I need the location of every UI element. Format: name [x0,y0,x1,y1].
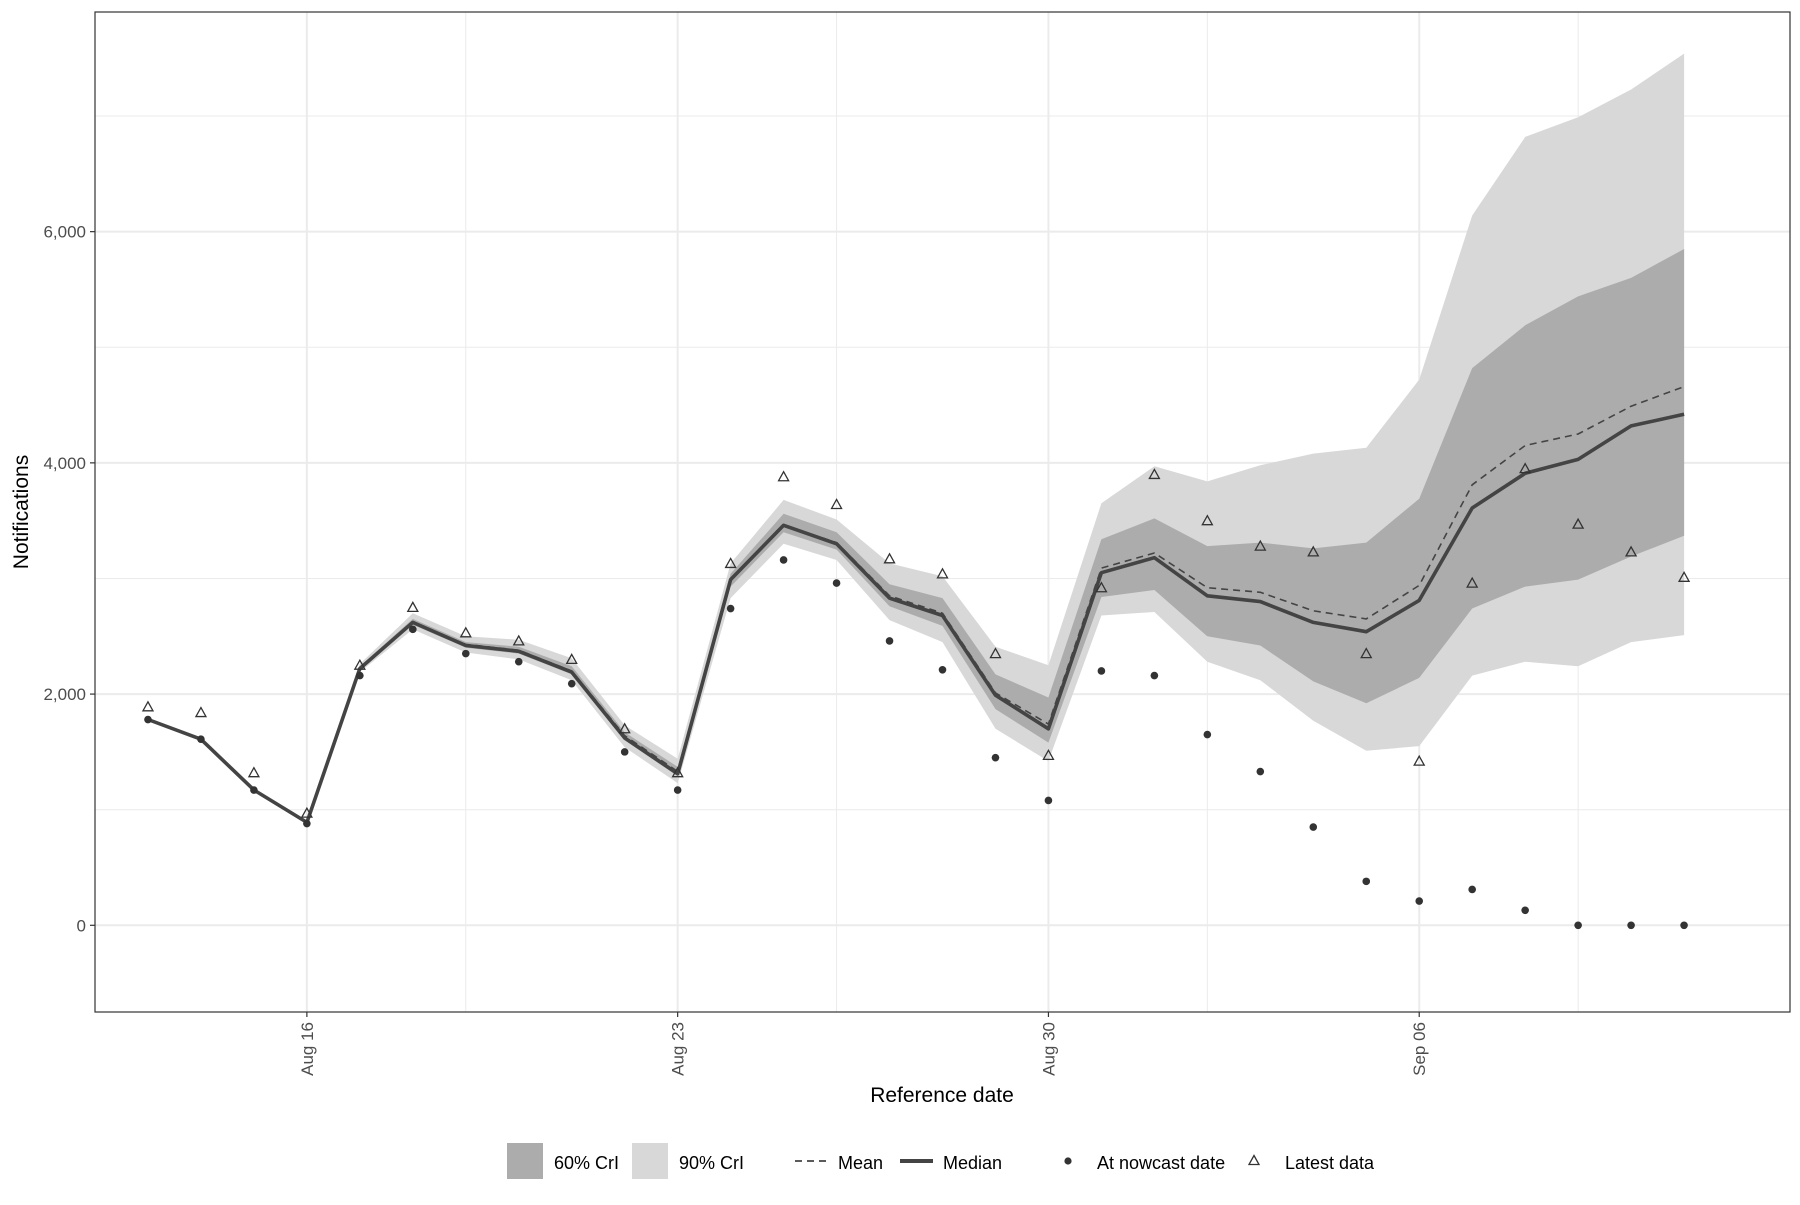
series-lines [147,385,1685,825]
credible-interval-bands [148,53,1685,823]
x-tick-label: Aug 16 [298,1022,317,1076]
latest-data-point [1201,514,1214,526]
nowcast-point [567,679,576,688]
y-axis: 0 2,000 4,000 6,000 [43,223,95,935]
nowcast-point [779,556,788,564]
legend-key-ci60 [507,1143,543,1179]
latest-data-point [1413,754,1426,766]
nowcast-point [1627,921,1635,930]
nowcast-point [409,625,417,634]
nowcast-point [1256,767,1265,776]
nowcast-point [1309,823,1318,831]
nowcast-point [991,753,1000,762]
y-tick-label: 0 [77,916,86,935]
x-axis-title: Reference date [870,1084,1014,1107]
legend-label-mean: Mean [838,1153,883,1173]
nowcast-point [1097,667,1106,675]
nowcast-point [1362,877,1371,886]
latest-data-point [724,557,737,569]
legend-label-median: Median [943,1153,1002,1173]
latest-data-point [1466,576,1479,588]
latest-data-point [565,653,578,665]
latest-data-point [671,766,684,778]
y-axis-title: Notifications [10,455,33,569]
latest-data-point [459,626,472,638]
legend-key-latest [1247,1154,1261,1166]
nowcast-point [303,819,311,828]
latest-data-point [1572,517,1585,529]
latest-data-point [300,806,313,818]
x-axis: Aug 16 Aug 23 Aug 30 Sep 06 [298,1012,1429,1076]
nowcast-point [726,604,735,613]
legend-label-nowcast: At nowcast date [1097,1153,1225,1173]
latest-data-point [1677,570,1691,582]
mean-line [147,385,1685,824]
legend-label-ci60: 60% CrI [554,1153,619,1173]
nowcast-point [1150,671,1159,680]
band-ci60 [148,249,1685,823]
latest-data-point [353,658,366,670]
latest-data-point [194,706,208,718]
latest-data-point [830,498,843,510]
nowcast-point [1521,906,1529,915]
nowcast-point [673,786,682,794]
nowcast-point [1203,730,1212,739]
latest-data-point [1148,468,1161,480]
nowcast-point [197,735,205,743]
y-tick-label: 2,000 [43,685,86,704]
nowcast-point [885,637,894,645]
latest-data-point [1307,545,1320,557]
data-points [141,462,1691,930]
nowcast-point [620,748,629,756]
latest-data-point [618,722,631,734]
nowcast-point [1680,921,1688,930]
legend-key-nowcast [1064,1157,1072,1165]
nowcast-point [1415,897,1424,905]
nowcast-point [832,579,841,587]
latest-data-point [777,470,790,482]
nowcast-point [461,649,470,658]
latest-data-point [883,552,896,564]
latest-data-point [1254,539,1267,551]
nowcast-point [1574,921,1582,930]
latest-data-point [1360,647,1373,659]
x-tick-label: Aug 30 [1039,1022,1058,1076]
latest-data-point [141,700,155,712]
plot-panel-border [94,11,1791,1013]
latest-data-point [247,766,261,778]
nowcast-point [1468,885,1476,894]
legend-label-ci90: 90% CrI [679,1153,744,1173]
latest-data-point [1519,462,1532,474]
nowcast-point [938,666,947,674]
latest-data-point [1095,581,1108,593]
x-tick-label: Aug 23 [669,1022,688,1076]
latest-data-point [512,634,525,646]
nowcast-point [356,671,364,680]
legend-key-ci90 [632,1143,668,1179]
y-tick-label: 6,000 [43,223,86,242]
nowcast-point [1044,796,1053,805]
nowcast-point [144,715,152,724]
latest-data-point [989,647,1002,659]
legend: 60% CrI 90% CrI Mean Median At nowcast d… [507,1143,1375,1179]
y-tick-label: 4,000 [43,454,86,473]
latest-data-point [1624,545,1638,557]
latest-data-point [1042,749,1055,761]
latest-data-point [406,601,419,613]
nowcast-point [250,786,258,794]
x-tick-label: Sep 06 [1410,1022,1429,1076]
latest-data-point [936,567,949,579]
legend-label-latest: Latest data [1285,1153,1375,1173]
nowcast-point [514,657,523,666]
